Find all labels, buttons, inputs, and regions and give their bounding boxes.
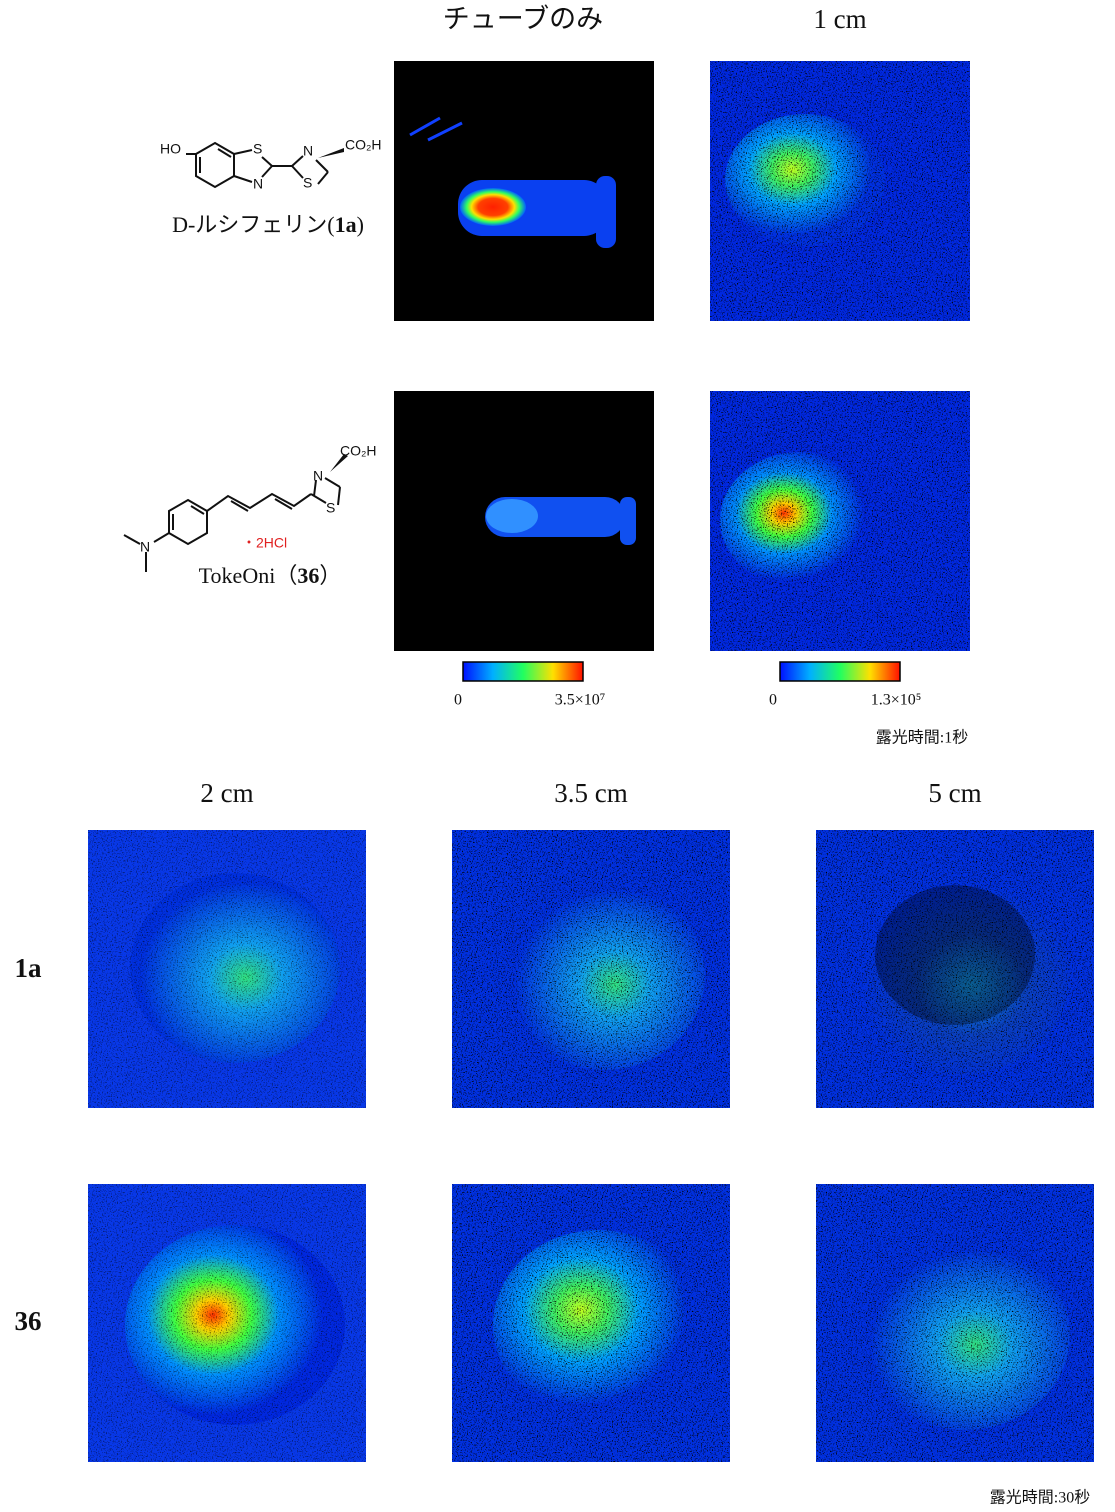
atom-label: CO₂H (340, 443, 377, 459)
structure-36: N N S CO₂H ・2HCl (124, 443, 377, 572)
tube-image (394, 61, 654, 321)
exposure-note: 露光時間:30秒 (990, 1489, 1090, 1507)
colorbar-label: 3.5×10⁷ (555, 692, 606, 709)
column-header: 5 cm (928, 778, 981, 808)
atom-label: CO₂H (345, 137, 382, 153)
compound-name: TokeOni（36） (199, 563, 342, 588)
luminescence-image (452, 1184, 730, 1462)
row-label: 1a (15, 953, 43, 983)
colorbar-label: 1.3×10⁵ (871, 692, 922, 709)
luminescence-image (88, 830, 366, 1108)
exposure-note: 露光時間:1秒 (876, 729, 968, 747)
atom-label: N (303, 143, 313, 159)
tube-image (394, 391, 654, 651)
atom-label: S (303, 175, 312, 191)
luminescence-image (452, 830, 730, 1108)
atom-label: S (326, 500, 335, 516)
structure-1a: HO S N N S CO₂H (160, 137, 382, 192)
figure: チューブのみ 1 cm HO S N N S CO₂H D-ルシフェリン(1a)… (0, 0, 1115, 1512)
compound-name: D-ルシフェリン(1a) (172, 212, 364, 237)
atom-label: N (140, 539, 150, 555)
luminescence-image (816, 830, 1094, 1108)
colorbar (463, 662, 583, 681)
luminescence-image (710, 61, 970, 321)
luminescence-image (88, 1184, 366, 1462)
colorbar-label: 0 (454, 692, 462, 709)
colorbar (780, 662, 900, 681)
atom-label: N (253, 176, 263, 192)
column-header: チューブのみ (443, 4, 603, 34)
column-header: 1 cm (813, 4, 866, 34)
atom-label: N (313, 468, 323, 484)
salt-label: ・2HCl (242, 535, 287, 551)
column-header: 3.5 cm (554, 778, 628, 808)
atom-label: HO (160, 141, 181, 157)
luminescence-image (816, 1184, 1094, 1462)
row-label: 36 (15, 1306, 42, 1336)
colorbar-label: 0 (769, 692, 777, 709)
atom-label: S (253, 141, 262, 157)
column-header: 2 cm (200, 778, 253, 808)
luminescence-image (710, 391, 970, 651)
